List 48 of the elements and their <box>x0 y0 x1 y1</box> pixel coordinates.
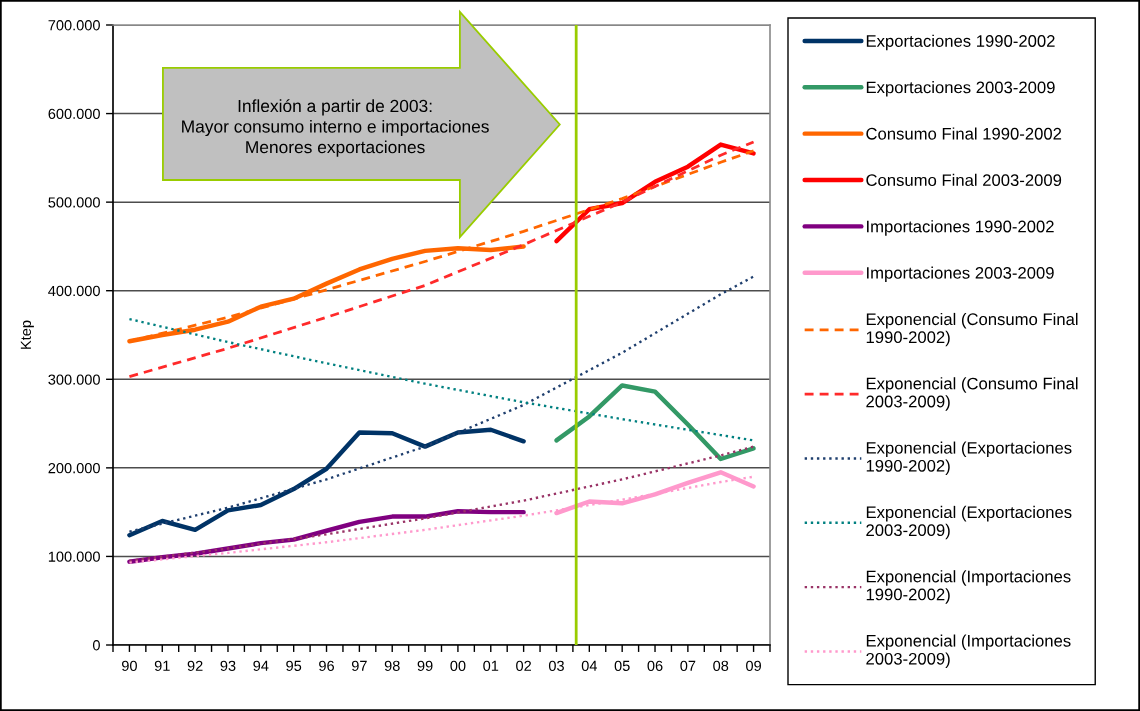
y-tick-label: 500.000 <box>48 197 100 208</box>
y-tick-label: 600.000 <box>48 108 100 119</box>
y-axis-title: Ktep <box>20 320 34 349</box>
x-tick-label: 90 <box>122 660 137 671</box>
x-tick-label: 00 <box>450 660 466 671</box>
legend-label: Importaciones 2003-2009 <box>867 266 1054 283</box>
legend-label: Exponencial (Consumo Final 2003-2009) <box>866 377 1078 411</box>
line-series <box>554 383 756 462</box>
line-series <box>128 275 755 533</box>
x-tick-label: 04 <box>581 660 598 671</box>
x-tick-label: 98 <box>384 660 400 671</box>
legend-label: Importaciones 1990-2002 <box>867 220 1054 236</box>
line-series <box>128 317 755 442</box>
annotation: Inflexión a partir de 2003: Mayor consumo interno e importaciones Menores exportaciones <box>182 99 489 157</box>
x-tick-label: 08 <box>713 660 729 671</box>
legend-label: Exponencial (Consumo Final 1990-2002) <box>866 312 1078 347</box>
x-tick-label: 93 <box>220 660 236 671</box>
legend-label: Exportaciones 2003-2009 <box>866 81 1055 97</box>
x-tick-label: 03 <box>548 660 564 671</box>
legend-label: Exponencial (Exportaciones 1990-2002) <box>866 441 1072 476</box>
y-tick-label: 200.000 <box>48 462 100 474</box>
y-tick-label: 0 <box>92 640 100 651</box>
legend-label: Consumo Final 1990-2002 <box>866 127 1062 140</box>
x-tick-label: 99 <box>417 660 433 671</box>
legend-label: Exponencial (Importaciones 1990-2002) <box>866 570 1071 604</box>
x-tick-label: 91 <box>154 660 170 671</box>
x-tick-label: 09 <box>746 660 761 671</box>
x-tick-label: 07 <box>680 660 696 671</box>
x-tick-label: 01 <box>483 660 499 671</box>
x-tick-label: 97 <box>351 660 367 671</box>
legend-label: Exponencial (Importaciones 2003-2009) <box>866 634 1071 668</box>
x-tick-label: 94 <box>253 660 269 671</box>
legend-label: Exportaciones 1990-2002 <box>866 34 1055 51</box>
y-tick-label: 700.000 <box>48 20 100 31</box>
x-tick-label: 95 <box>286 660 302 671</box>
legend-label: Exponencial (Exportaciones 2003-2009) <box>866 505 1072 540</box>
legend-label: Consumo Final 2003-2009 <box>866 173 1062 187</box>
y-tick-label: 100.000 <box>48 551 100 562</box>
line-series <box>127 427 526 538</box>
x-tick-label: 96 <box>319 660 334 671</box>
line-series <box>128 445 755 563</box>
y-tick-label: 300.000 <box>48 374 100 385</box>
x-tick-label: 92 <box>187 660 203 671</box>
x-tick-label: 02 <box>516 660 531 671</box>
x-tick-label: 05 <box>614 660 630 671</box>
y-tick-label: 400.000 <box>48 285 100 297</box>
x-tick-label: 06 <box>647 660 663 671</box>
line-series <box>128 140 755 379</box>
